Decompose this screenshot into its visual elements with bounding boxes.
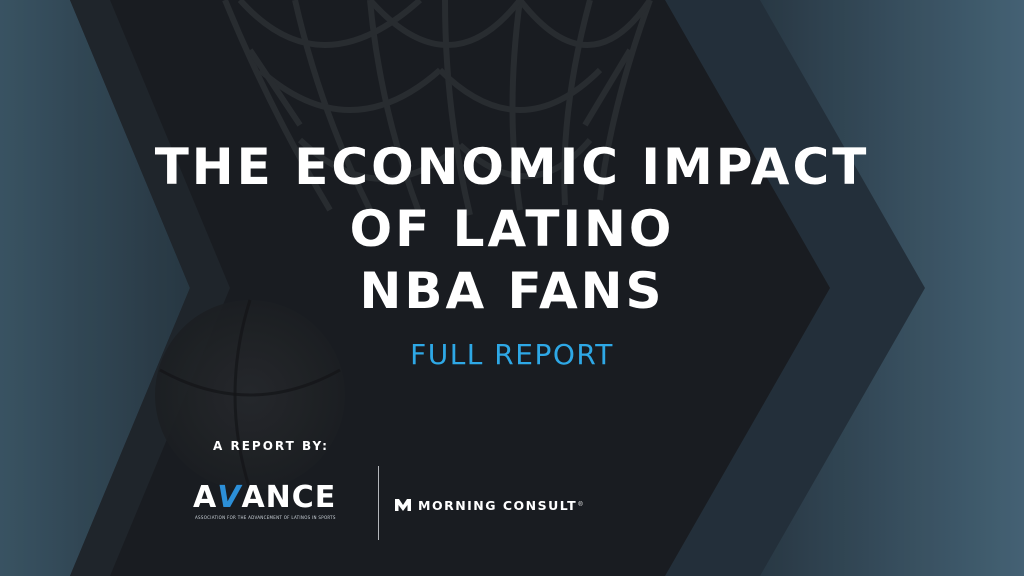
title-line-1: THE ECONOMIC IMPACT [154, 138, 870, 196]
left-chevron-shape [0, 0, 190, 576]
morning-consult-mark: ® [578, 502, 583, 508]
report-subtitle: FULL REPORT [410, 338, 614, 371]
avance-tagline: ASSOCIATION FOR THE ADVANCEMENT OF LATIN… [195, 515, 336, 520]
title-line-3: NBA FANS [359, 262, 665, 320]
morning-consult-m-icon [395, 499, 411, 511]
avance-prefix: A [193, 480, 218, 515]
report-title: THE ECONOMIC IMPACT OF LATINO NBA FANS [0, 136, 1024, 322]
basketball-net [222, 0, 653, 217]
avance-suffix: ANCE [241, 480, 337, 515]
logo-divider [378, 466, 379, 540]
morning-consult-wordmark: MORNING CONSULT [418, 497, 578, 513]
report-by-label: A REPORT BY: [213, 439, 329, 453]
avance-accent: V [217, 480, 242, 515]
avance-logo: AVANCE ASSOCIATION FOR THE ADVANCEMENT O… [193, 482, 368, 526]
title-line-2: OF LATINO [349, 200, 675, 258]
morning-consult-logo: MORNING CONSULT ® [394, 495, 583, 515]
avance-wordmark: AVANCE [193, 482, 336, 514]
